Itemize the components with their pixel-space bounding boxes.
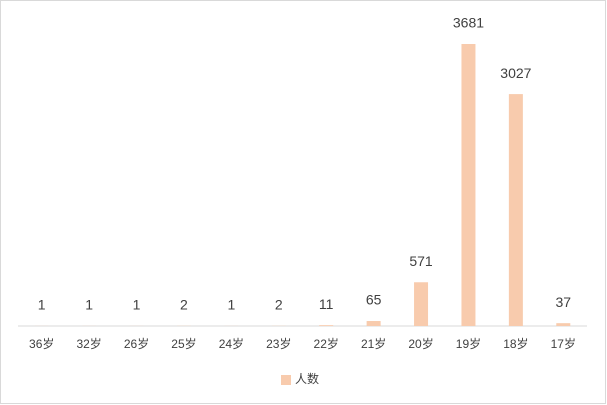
data-label: 1 [85,297,93,313]
data-label: 37 [556,294,572,310]
data-label: 2 [275,297,283,313]
data-label: 65 [366,292,382,308]
data-label: 1 [227,297,235,313]
bar [319,325,334,326]
bar [461,44,476,326]
data-label: 1 [133,297,141,313]
x-tick-label: 32岁 [76,336,101,351]
bar [414,282,429,326]
legend-label: 人数 [295,371,319,386]
x-tick-label: 26岁 [124,336,149,351]
x-tick-label: 22岁 [314,336,339,351]
data-label: 1 [38,297,46,313]
legend-swatch [281,375,291,385]
bar [366,321,381,326]
x-tick-label: 21岁 [361,336,386,351]
x-tick-label: 20岁 [408,336,433,351]
x-tick-label: 17岁 [551,336,576,351]
x-tick-label: 19岁 [456,336,481,351]
data-label: 571 [409,253,433,269]
bar [556,323,571,326]
x-tick-label: 23岁 [266,336,291,351]
bar [508,94,523,326]
data-label: 3681 [453,15,484,31]
x-tick-label: 18岁 [503,336,528,351]
x-tick-label: 36岁 [29,336,54,351]
data-label: 3027 [500,65,531,81]
data-label: 11 [319,296,334,312]
data-label: 2 [180,297,188,313]
x-tick-label: 24岁 [219,336,244,351]
x-tick-label: 25岁 [171,336,196,351]
